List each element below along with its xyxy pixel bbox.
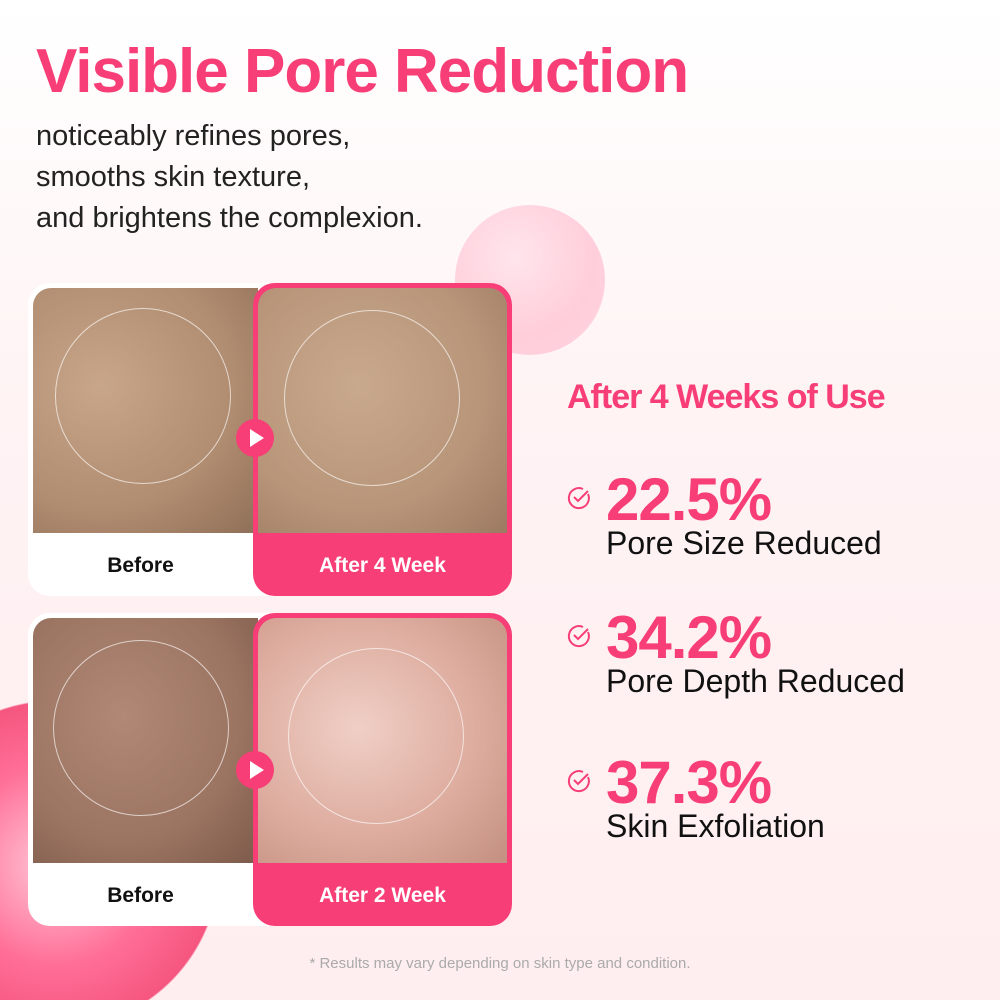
- after-panel: After 2 Week: [253, 613, 512, 926]
- focus-circle: [284, 310, 460, 486]
- focus-circle: [55, 308, 231, 484]
- stat-label: Pore Size Reduced: [606, 525, 882, 561]
- before-label: Before: [107, 884, 174, 907]
- after-label: After 4 Week: [319, 554, 446, 577]
- comparison-card-4-week: Before After 4 Week: [28, 283, 512, 596]
- subtitle-line: noticeably refines pores,: [36, 120, 351, 152]
- stat-value: 22.5%: [606, 466, 772, 533]
- arrow-play-icon: [236, 419, 274, 457]
- stat-label: Pore Depth Reduced: [606, 663, 905, 699]
- footnote: * Results may vary depending on skin typ…: [309, 955, 691, 972]
- before-photo: [33, 288, 258, 533]
- check-circle-icon: [567, 487, 590, 510]
- page-title: Visible Pore Reduction: [36, 37, 689, 106]
- comparison-card-2-week: Before After 2 Week: [28, 613, 512, 926]
- arrow-play-icon: [236, 751, 274, 789]
- before-label: Before: [107, 554, 174, 577]
- subtitle-line: smooths skin texture,: [36, 161, 310, 193]
- subtitle-line: and brightens the complexion.: [36, 202, 423, 234]
- stat-value: 34.2%: [606, 604, 772, 671]
- stat-value: 37.3%: [606, 749, 772, 816]
- after-label: After 2 Week: [319, 884, 446, 907]
- stat-pore-depth: 34.2% Pore Depth Reduced: [566, 603, 966, 713]
- after-photo: [258, 618, 507, 863]
- stat-exfoliation: 37.3% Skin Exfoliation: [566, 748, 966, 858]
- subtitle: noticeably refines pores, smooths skin t…: [36, 116, 423, 239]
- after-photo: [258, 288, 507, 533]
- focus-circle: [288, 648, 464, 824]
- focus-circle: [53, 640, 229, 816]
- check-circle-icon: [567, 770, 590, 793]
- results-heading: After 4 Weeks of Use: [567, 378, 886, 416]
- after-panel: After 4 Week: [253, 283, 512, 596]
- stat-pore-size: 22.5% Pore Size Reduced: [566, 465, 966, 575]
- stat-label: Skin Exfoliation: [606, 808, 825, 844]
- check-circle-icon: [567, 625, 590, 648]
- before-photo: [33, 618, 258, 863]
